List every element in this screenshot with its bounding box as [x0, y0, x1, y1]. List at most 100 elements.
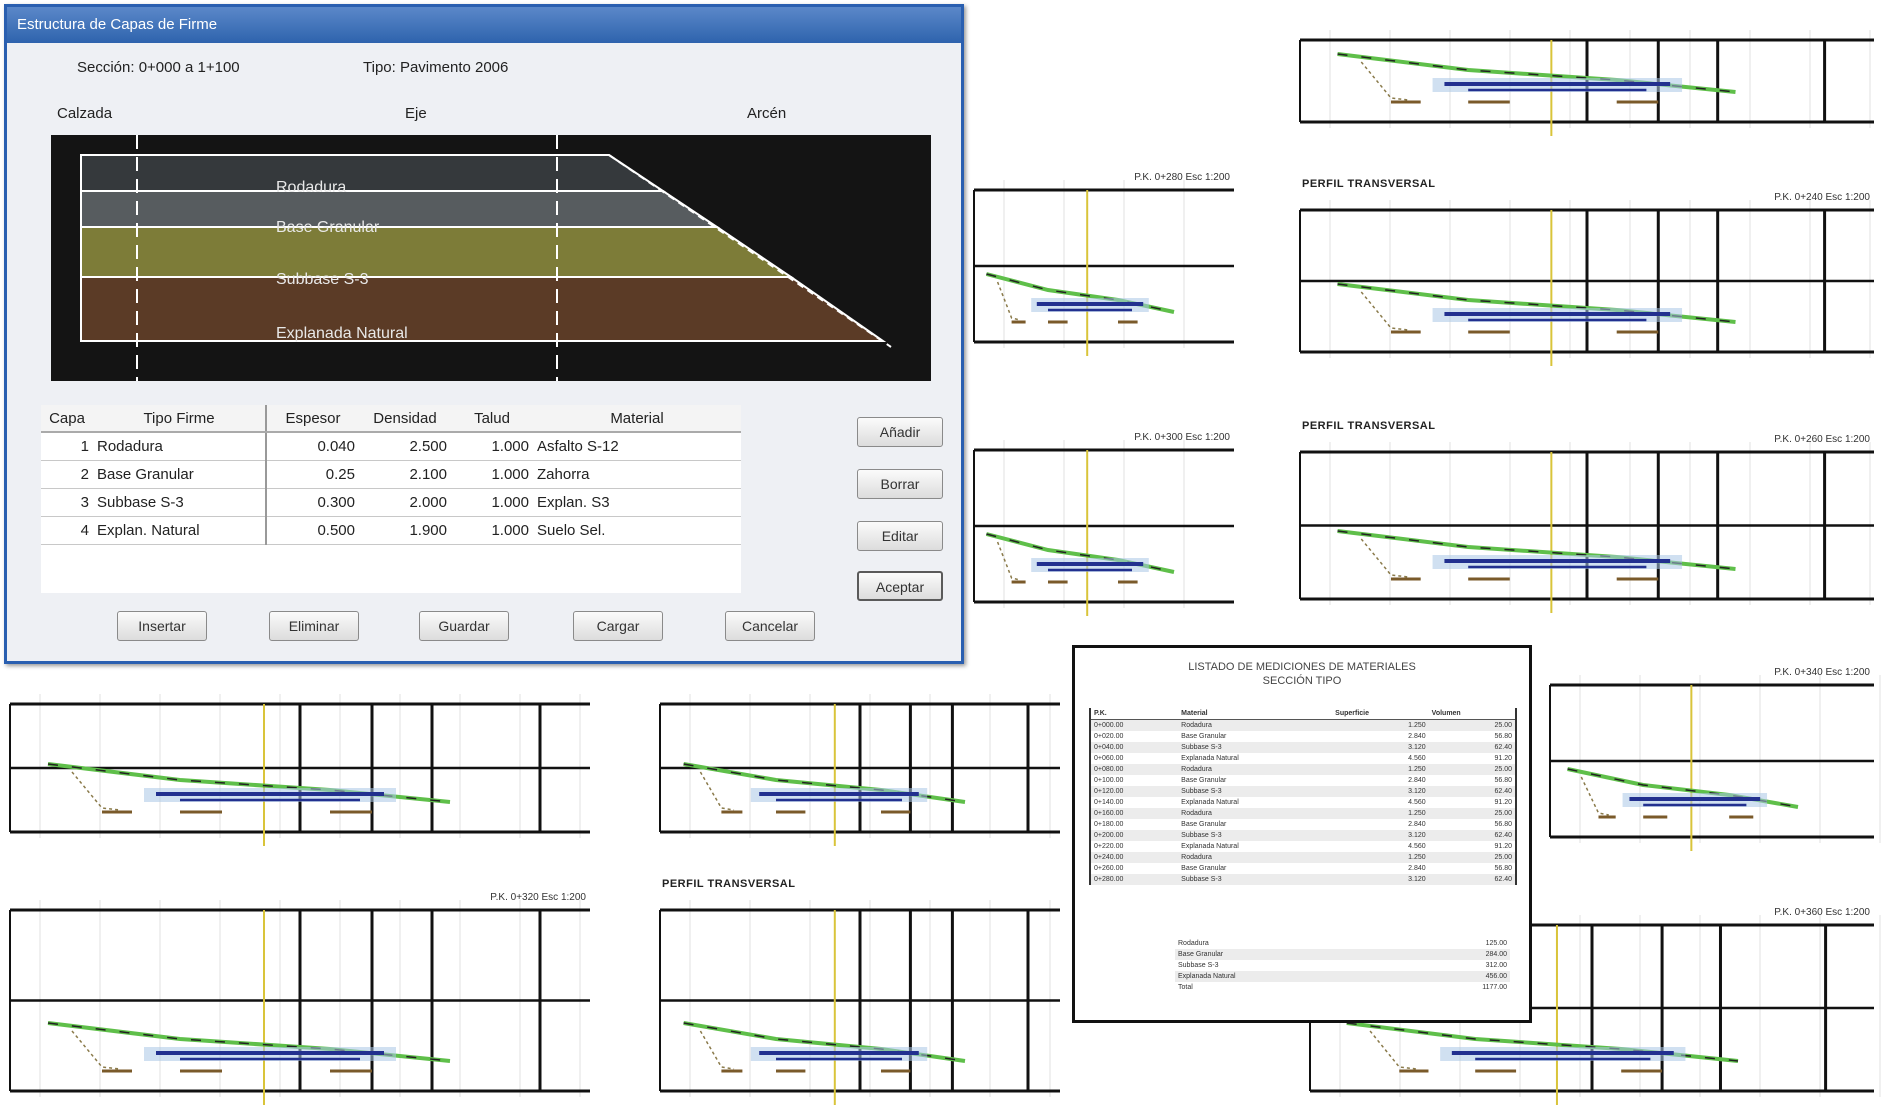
report-title-line-1: LISTADO DE MEDICIONES DE MATERIALES [1188, 661, 1416, 673]
sheet-station-label: P.K. 0+340 Esc 1:200 [1774, 667, 1870, 678]
report-cell: 2.840 [1408, 777, 1426, 784]
report-summary-cell: 456.00 [1400, 971, 1510, 982]
grid-row[interactable]: 1 Rodadura 0.040 2.500 1.000 Asfalto S-12 [41, 432, 741, 461]
grid-cell[interactable]: 3 [41, 488, 93, 517]
slope-dash-line [608, 154, 892, 348]
delete-button[interactable]: Borrar [857, 469, 943, 499]
terrain-dash-line [986, 273, 1175, 313]
report-row: 0+020.00 Base Granular 2.840 56.80 [1090, 731, 1516, 742]
grid-cell[interactable]: 1.000 [451, 516, 533, 545]
report-row: 0+060.00 Explanada Natural 4.560 91.20 [1090, 753, 1516, 764]
report-cell: 0+180.00 [1094, 821, 1124, 828]
cross-section-drawing [973, 440, 1234, 616]
report-row: 0+120.00 Subbase S-3 3.120 62.40 [1090, 786, 1516, 797]
grid-cell[interactable]: 4 [41, 516, 93, 545]
report-cell: Subbase S-3 [1178, 830, 1333, 841]
grid-cell[interactable]: 0.300 [266, 488, 359, 517]
grid-header-tipo[interactable]: Tipo Firme [93, 405, 267, 433]
dialog-title-bar[interactable]: Estructura de Capas de Firme [7, 7, 961, 43]
report-cell: 0+120.00 [1090, 786, 1179, 797]
slope-line [996, 541, 1021, 581]
grid-header-material[interactable]: Material [533, 405, 741, 433]
grid-cell[interactable]: 1.000 [451, 460, 533, 489]
report-cell: 25.00 [1428, 719, 1516, 731]
grid-cell[interactable]: Zahorra [533, 460, 741, 489]
grid-cell[interactable]: 1.900 [359, 516, 451, 545]
layer-diagram-svg [80, 135, 892, 381]
report-cell: 56.80 [1494, 821, 1512, 828]
load-button[interactable]: Cargar [573, 611, 663, 641]
cancel-button[interactable]: Cancelar [725, 611, 815, 641]
report-cell: Rodadura [1178, 808, 1333, 819]
grid-cell[interactable]: Suelo Sel. [533, 516, 741, 545]
grid-header-capa[interactable]: Capa [41, 405, 93, 433]
report-cell: 91.20 [1494, 799, 1512, 806]
report-row: 0+180.00 Base Granular 2.840 56.80 [1090, 819, 1516, 830]
report-cell: Explanada Natural [1181, 843, 1239, 850]
grid-cell[interactable]: 2.500 [359, 432, 451, 461]
report-summary-cell: Base Granular [1175, 949, 1401, 960]
report-row: 0+040.00 Subbase S-3 3.120 62.40 [1090, 742, 1516, 753]
report-cell: 0+140.00 [1094, 799, 1124, 806]
layer-shape-subbase [80, 226, 795, 278]
terrain-dash-line [986, 533, 1175, 573]
report-cell: 0+240.00 [1090, 852, 1179, 863]
cross-section-sheet: P.K. 0+340 Esc 1:200 [1540, 645, 1884, 855]
cross-section-drawing [1299, 442, 1874, 613]
insert-button[interactable]: Insertar [117, 611, 207, 641]
report-cell: 0+060.00 [1094, 755, 1124, 762]
accept-button[interactable]: Aceptar [857, 571, 943, 601]
sheet-station-label: P.K. 0+360 Esc 1:200 [1774, 907, 1870, 918]
report-cell: 3.120 [1332, 874, 1429, 885]
grid-row[interactable]: 3 Subbase S-3 0.300 2.000 1.000 Explan. S3 [41, 488, 741, 517]
grid-cell[interactable]: 2 [41, 460, 93, 489]
report-cell: 4.560 [1408, 799, 1426, 806]
sheet-title: PERFIL TRANSVERSAL [1302, 178, 1436, 190]
report-cell: Subbase S-3 [1178, 786, 1333, 797]
grid-header-densidad[interactable]: Densidad [359, 405, 451, 433]
report-title: LISTADO DE MEDICIONES DE MATERIALES SECC… [1075, 660, 1529, 688]
grid-cell[interactable]: 1.000 [451, 488, 533, 517]
remove-button[interactable]: Eliminar [269, 611, 359, 641]
report-row: 0+160.00 Rodadura 1.250 25.00 [1090, 808, 1516, 819]
report-row: 0+260.00 Base Granular 2.840 56.80 [1090, 863, 1516, 874]
cross-section-drawing [973, 180, 1234, 356]
grid-cell[interactable]: Subbase S-3 [93, 488, 267, 517]
cross-section-drawing [659, 694, 1060, 846]
grid-cell[interactable]: Base Granular [93, 460, 267, 489]
grid-cell[interactable]: Explan. Natural [93, 516, 267, 545]
grid-row[interactable]: 2 Base Granular 0.25 2.100 1.000 Zahorra [41, 460, 741, 489]
cross-section-sheet: PERFIL TRANSVERSAL P.K. 0+240 Esc 1:200 [1290, 170, 1884, 370]
report-cell: 0+200.00 [1090, 830, 1179, 841]
grid-cell[interactable]: 2.000 [359, 488, 451, 517]
grid-row[interactable]: 4 Explan. Natural 0.500 1.900 1.000 Suelo Sel… [41, 516, 741, 545]
grid-header-espesor[interactable]: Espesor [266, 405, 359, 433]
report-summary-cell: 125.00 [1485, 940, 1507, 947]
report-row: 0+000.00 Rodadura 1.250 25.00 [1090, 719, 1516, 731]
layer-shape-rodadura [80, 154, 667, 192]
grid-cell[interactable]: 2.100 [359, 460, 451, 489]
grid-cell[interactable]: 1.000 [451, 432, 533, 461]
grid-cell[interactable]: Asfalto S-12 [533, 432, 741, 461]
center-column-label: Eje [405, 105, 427, 122]
layer-grid: Capa Tipo Firme Espesor Densidad Talud M… [41, 405, 741, 593]
sheet-station-label: P.K. 0+300 Esc 1:200 [1134, 432, 1230, 443]
edit-button[interactable]: Editar [857, 521, 943, 551]
grid-cell[interactable]: Explan. S3 [533, 488, 741, 517]
report-cell: 62.40 [1428, 786, 1516, 797]
save-button[interactable]: Guardar [419, 611, 509, 641]
cross-section-drawing [1299, 200, 1874, 366]
report-cell: 2.840 [1408, 865, 1426, 872]
add-button[interactable]: Añadir [857, 417, 943, 447]
report-row: 0+220.00 Explanada Natural 4.560 91.20 [1090, 841, 1516, 852]
left-column-label: Calzada [57, 105, 113, 122]
report-summary-row: Subbase S-3 312.00 [1175, 960, 1510, 971]
grid-cell[interactable]: 1 [41, 432, 93, 461]
grid-header-talud[interactable]: Talud [451, 405, 533, 433]
grid-cell[interactable]: 0.500 [266, 516, 359, 545]
report-cell: 3.120 [1332, 742, 1429, 753]
grid-header-row: Capa Tipo Firme Espesor Densidad Talud M… [41, 405, 741, 433]
grid-cell[interactable]: 0.25 [266, 460, 359, 489]
grid-cell[interactable]: 0.040 [266, 432, 359, 461]
grid-cell[interactable]: Rodadura [93, 432, 267, 461]
